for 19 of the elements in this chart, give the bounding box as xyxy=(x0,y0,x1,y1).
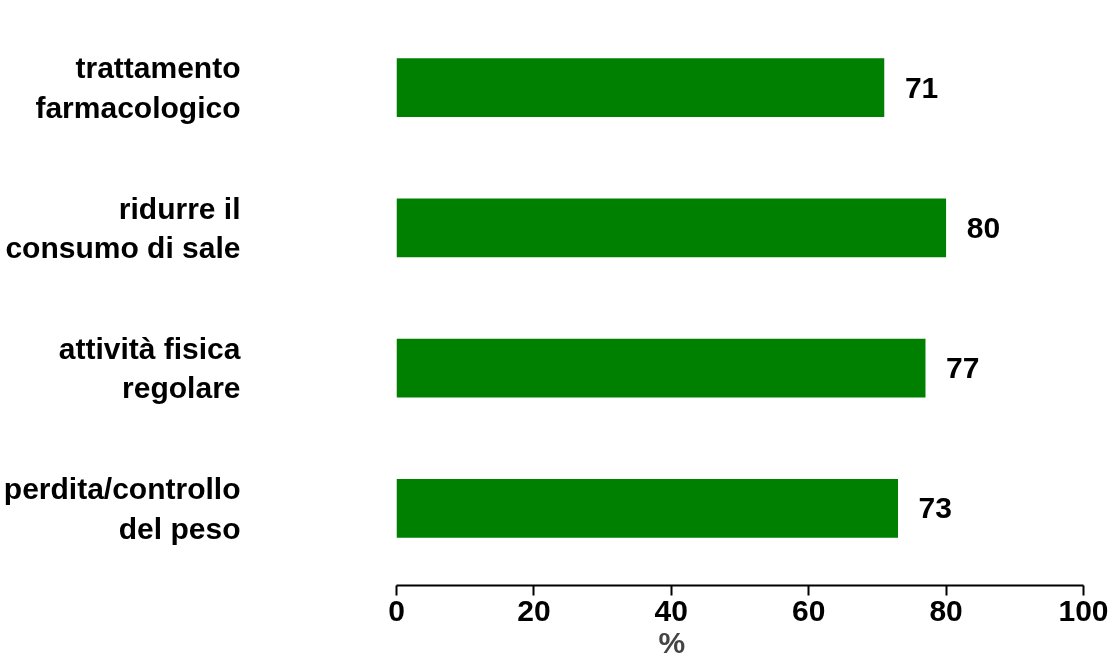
y-tick-label: perdita/controllo del peso xyxy=(3,472,241,545)
data-label: 77 xyxy=(946,351,980,385)
x-tick-label: 0 xyxy=(388,593,405,627)
bar xyxy=(396,58,885,118)
data-label: 71 xyxy=(904,70,939,104)
y-tick-label: trattamento farmacologico xyxy=(35,51,241,124)
x-tick-label: 100 xyxy=(1058,593,1109,627)
bar xyxy=(396,338,926,398)
x-tick-label: 60 xyxy=(792,593,826,627)
bar xyxy=(396,478,899,538)
x-axis-title: % xyxy=(658,625,686,658)
x-tick-label: 40 xyxy=(654,593,688,627)
data-label: 80 xyxy=(966,210,1001,244)
data-label: 73 xyxy=(918,491,952,525)
y-tick-label: attività fisica regolare xyxy=(58,331,241,405)
x-tick-label: 80 xyxy=(929,593,963,627)
bar xyxy=(396,198,947,258)
y-tick-label: ridurre il consumo di sale xyxy=(5,191,241,265)
x-tick-label: 20 xyxy=(517,593,551,627)
